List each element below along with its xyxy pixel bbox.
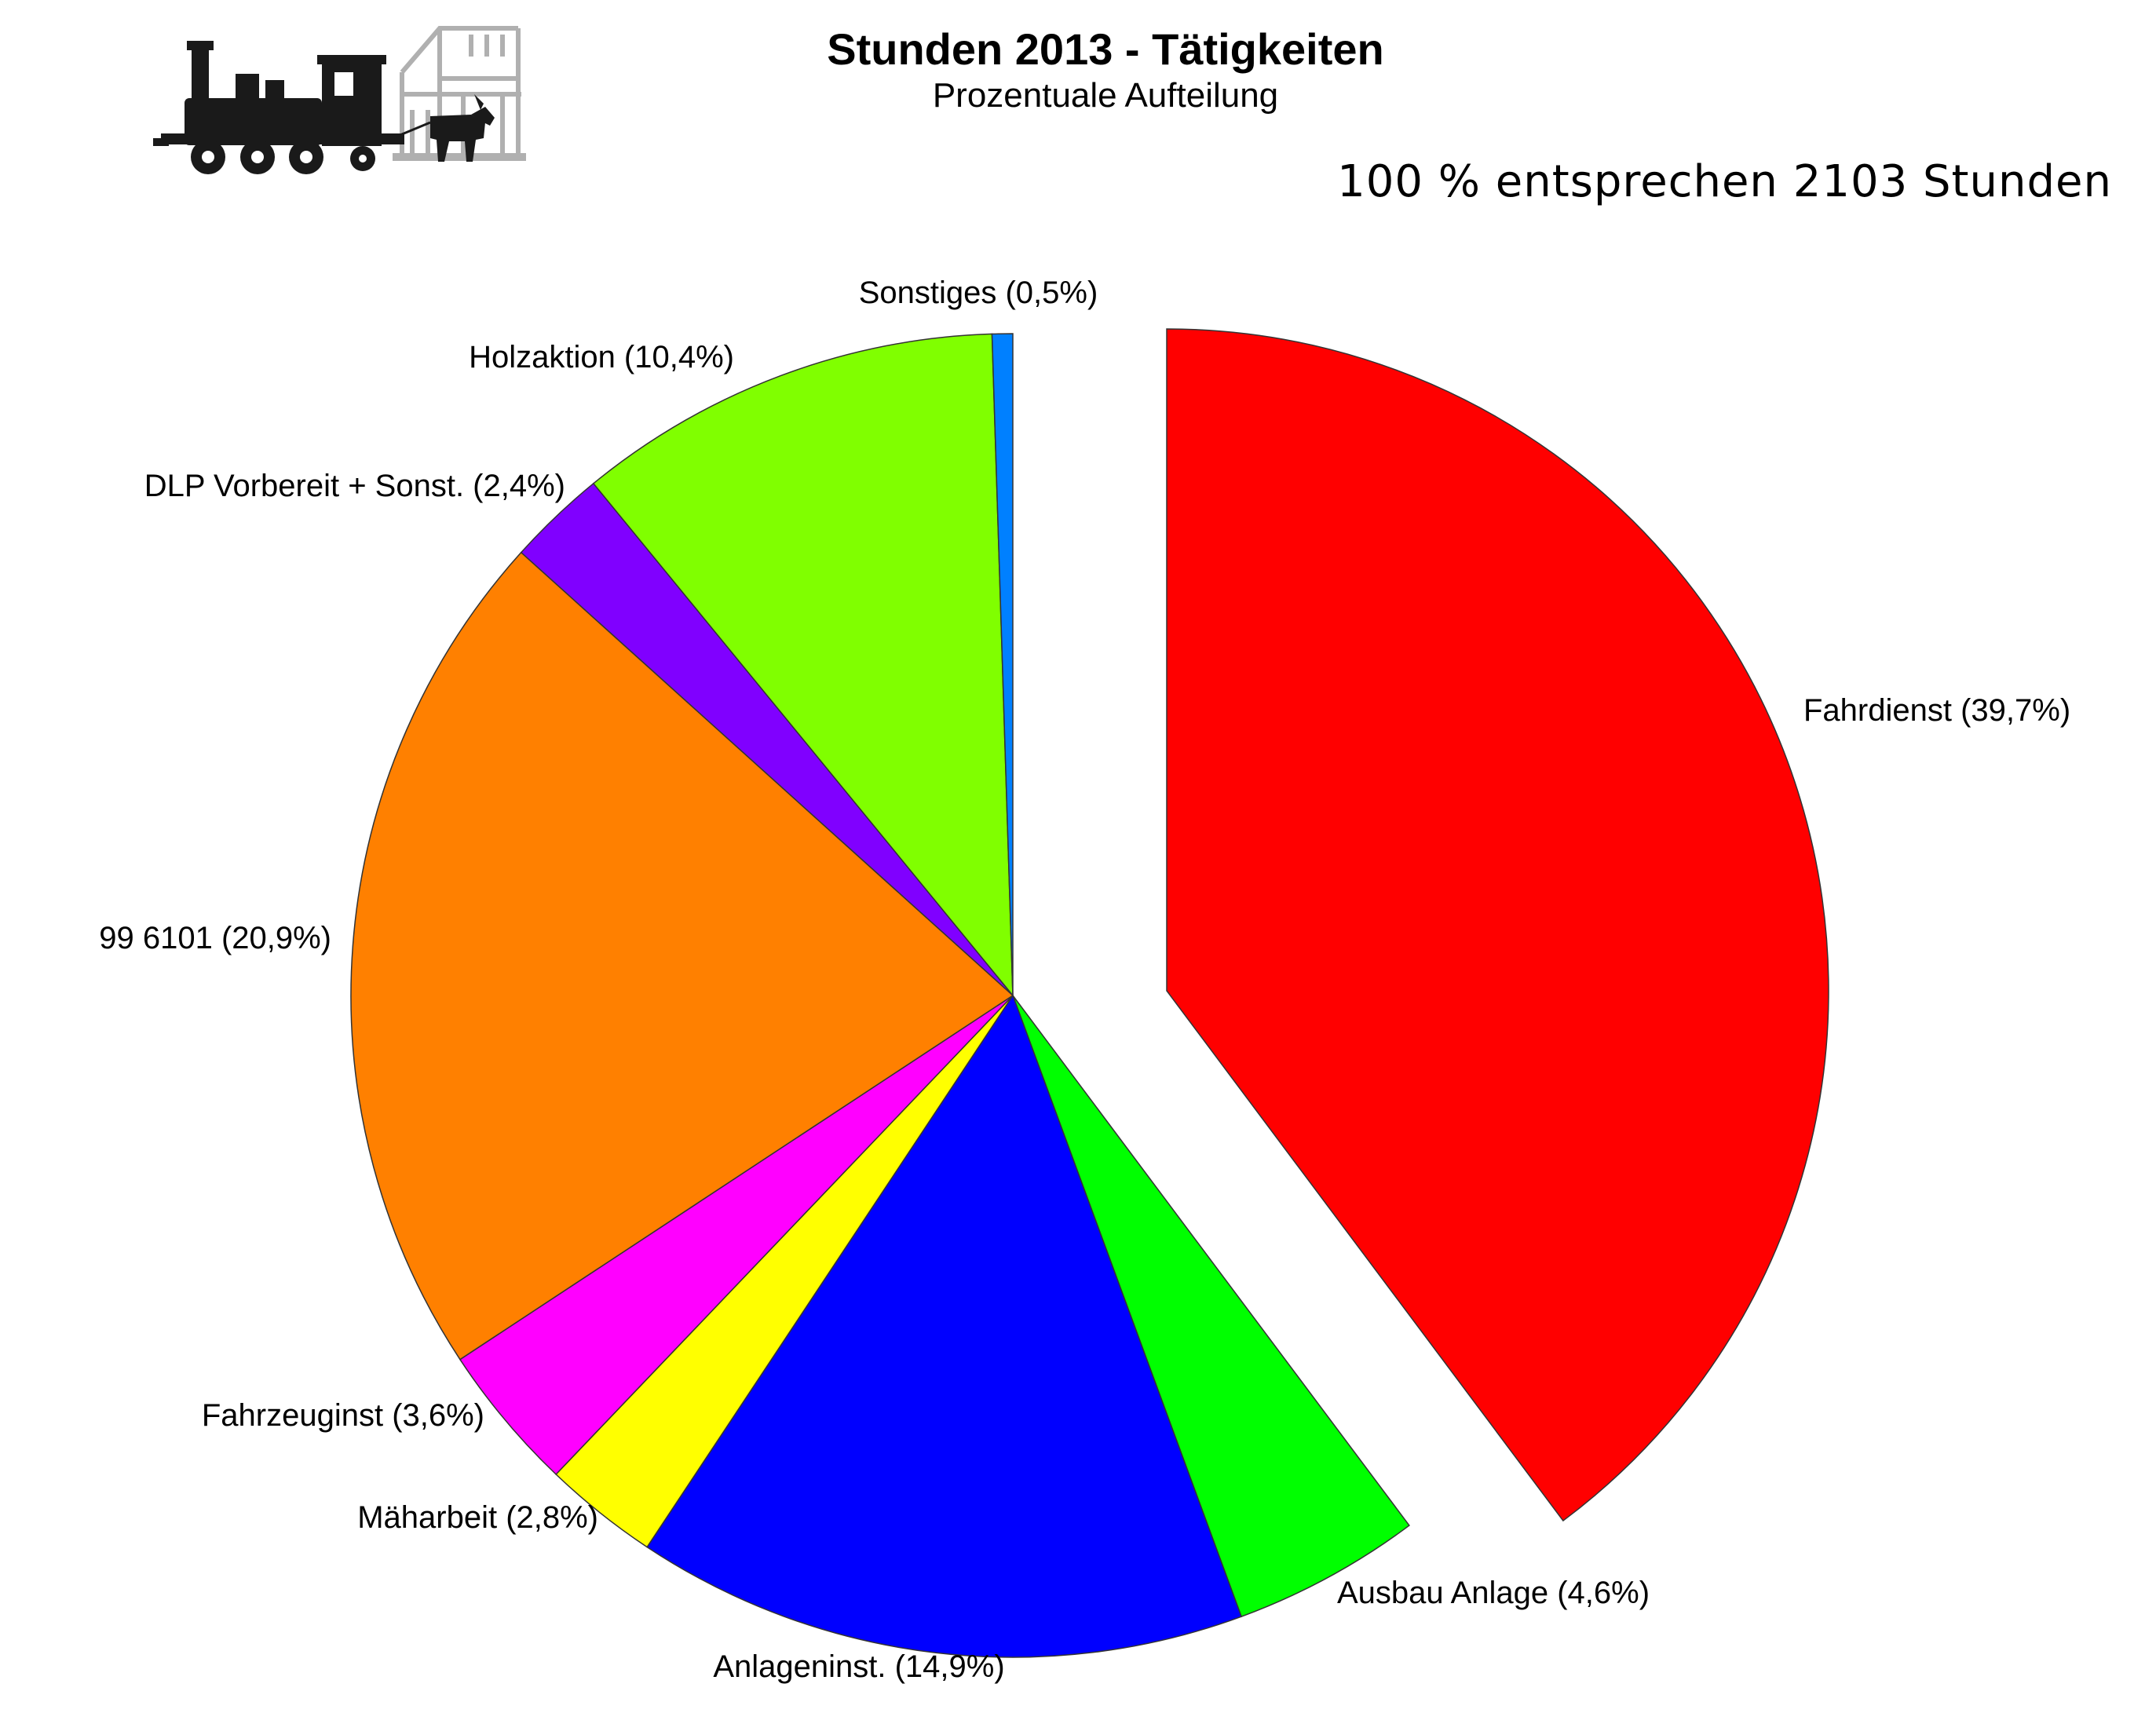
slice-fahrdienst <box>1166 328 1829 1522</box>
chart-subtitle: Prozentuale Aufteilung <box>933 76 1278 115</box>
chart-title: Stunden 2013 - Tätigkeiten <box>827 24 1384 74</box>
label-fahrdienst: Fahrdienst (39,7%) <box>1803 693 2070 728</box>
chart-note: 100 % entsprechen 2103 Stunden <box>1337 156 2112 207</box>
label-fahrzeuginst: Fahrzeuginst (3,6%) <box>202 1398 484 1433</box>
slice-anlageninst <box>646 994 1243 1658</box>
label-99-6101: 99 6101 (20,9%) <box>99 921 331 955</box>
label-anlageninst: Anlageninst. (14,9%) <box>713 1649 1004 1684</box>
label-sonstiges: Sonstiges (0,5%) <box>859 276 1098 310</box>
slice-holzaktion <box>592 333 1014 998</box>
slice-ausbau-anlage <box>1012 995 1410 1618</box>
label-maharbeit: Mäharbeit (2,8%) <box>357 1500 598 1535</box>
slice-labels: Fahrdienst (39,7%) Ausbau Anlage (4,6%) … <box>99 276 2070 1684</box>
label-holzaktion: Holzaktion (10,4%) <box>469 340 734 374</box>
slice-99-6101 <box>350 551 1014 1361</box>
steam-locomotive-with-goat-logo <box>153 26 526 174</box>
pie-slices <box>350 328 1829 1658</box>
slice-sonstiges <box>991 333 1014 996</box>
label-ausbau-anlage: Ausbau Anlage (4,6%) <box>1337 1576 1650 1610</box>
label-dlp-vorbereit: DLP Vorbereit + Sonst. (2,4%) <box>144 469 565 503</box>
